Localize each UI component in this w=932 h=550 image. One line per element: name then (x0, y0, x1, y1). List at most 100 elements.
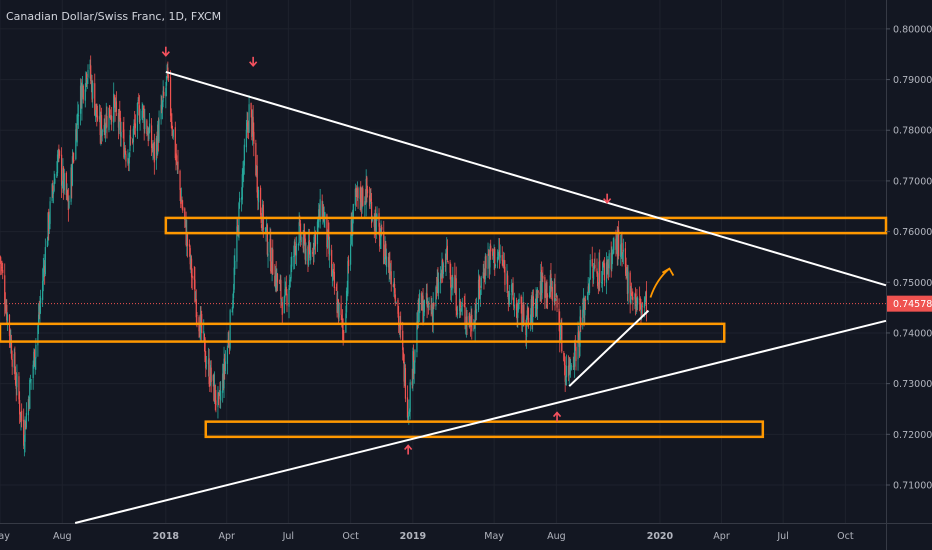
y-tick-label: 0.74000 (893, 328, 932, 339)
candle-body (627, 271, 629, 294)
candle-body (517, 302, 520, 311)
candle-body (532, 296, 534, 306)
candle-body (43, 265, 45, 268)
candle-body (213, 383, 216, 403)
candle-body (542, 276, 544, 279)
candle-body (156, 138, 158, 155)
candle-body (546, 282, 548, 298)
candle-body (279, 282, 281, 284)
middle-support-zone[interactable] (0, 322, 726, 343)
candle-body (95, 104, 97, 112)
candle-body (588, 279, 591, 294)
candle-body (469, 313, 471, 323)
candle-body (526, 310, 528, 319)
candle-body (29, 379, 32, 382)
candle-body (223, 358, 225, 389)
candle-body (196, 314, 198, 316)
candle-body (546, 295, 549, 297)
candle-body (447, 261, 449, 263)
candle-body (441, 260, 443, 278)
candle-body (337, 299, 340, 319)
candle-body (303, 230, 305, 247)
candle-body (141, 110, 143, 119)
candle-body (119, 110, 121, 120)
lower-support-line[interactable] (74, 319, 887, 524)
chart-title: Canadian Dollar/Swiss Franc, 1D, FXCM (6, 10, 221, 23)
candle-body (408, 411, 410, 417)
candle-body (61, 184, 63, 187)
candle-body (496, 257, 499, 263)
candle-body (251, 117, 254, 137)
candle-body (247, 124, 250, 132)
candle-body (328, 234, 330, 254)
candle-body (210, 367, 212, 383)
candle-body (56, 171, 58, 178)
candle-body (606, 261, 608, 270)
candle-body (518, 298, 520, 303)
candle-body (207, 359, 210, 365)
candle-body (18, 376, 20, 400)
candle-body (592, 266, 595, 280)
candle-body (362, 188, 364, 206)
short-support-line[interactable] (568, 309, 650, 387)
candle-body (305, 248, 307, 261)
candle-body (370, 198, 372, 202)
candle-body (413, 361, 415, 373)
candle-body (588, 285, 590, 291)
candle-body (42, 280, 44, 300)
upper-resistance-line[interactable] (165, 71, 887, 287)
candle-body (224, 358, 226, 370)
candle-body (502, 260, 504, 267)
candle-body (234, 260, 236, 269)
candle-body (477, 279, 480, 310)
candle-body (266, 223, 268, 230)
candle-body (501, 254, 503, 261)
candle-body (450, 287, 453, 291)
candle-body (361, 187, 363, 209)
resistance-zone[interactable] (164, 216, 888, 235)
candle-body (180, 199, 182, 202)
candle-body (152, 150, 154, 152)
candle-body (33, 351, 35, 365)
candle-body (431, 307, 433, 312)
candle-body (368, 195, 371, 207)
candle-body (431, 306, 434, 321)
candle-body (276, 273, 279, 283)
candle-body (299, 221, 301, 223)
candle-body (605, 262, 608, 283)
candle-body (615, 238, 617, 250)
candle-body (404, 368, 406, 381)
candle-body (165, 87, 167, 97)
candle-body (640, 302, 642, 313)
candle-body (100, 115, 103, 137)
candle-body (191, 275, 193, 279)
candle-body (218, 391, 220, 394)
candle-body (317, 217, 319, 224)
candle-body (205, 360, 207, 369)
candle-body (117, 112, 120, 128)
candle-body (212, 375, 214, 381)
candle-body (539, 292, 541, 295)
candle-body (77, 115, 80, 117)
candle-body (425, 292, 428, 299)
candle-body (603, 262, 605, 266)
candle-body (65, 172, 67, 196)
candle-body (309, 250, 311, 258)
candle-body (549, 292, 551, 298)
candle-body (487, 254, 489, 269)
candle-body (537, 290, 539, 293)
candle-body (517, 307, 519, 318)
candle-body (488, 253, 490, 256)
candle-body (561, 325, 563, 352)
candle-body (564, 365, 566, 382)
candle-body (136, 103, 139, 131)
candle-body (231, 310, 233, 312)
candle-body (23, 443, 25, 448)
candle-body (179, 170, 181, 190)
candle-body (513, 298, 515, 307)
candle-body (360, 199, 363, 208)
candle-body (10, 340, 13, 359)
candle-body (407, 416, 409, 418)
